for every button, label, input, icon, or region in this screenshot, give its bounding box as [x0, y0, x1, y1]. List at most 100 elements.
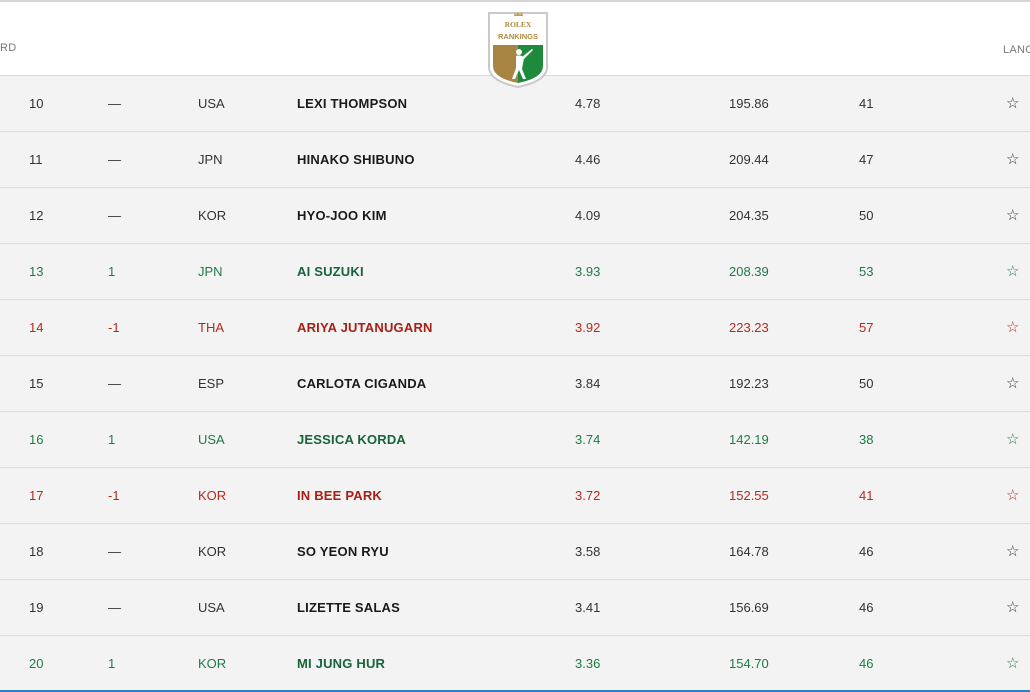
- table-row[interactable]: 20 1 KOR MI JUNG HUR 3.36 154.70 46 ☆: [0, 636, 1030, 692]
- column-header-left: RD: [0, 42, 17, 54]
- movement-cell: —: [108, 152, 121, 167]
- total-points-cell: 152.55: [729, 488, 769, 503]
- total-points-cell: 154.70: [729, 656, 769, 671]
- events-cell: 57: [859, 320, 874, 335]
- average-points-cell: 3.74: [575, 432, 601, 447]
- events-cell: 38: [859, 432, 874, 447]
- star-favorite-icon[interactable]: ☆: [1006, 95, 1020, 112]
- events-cell: 41: [859, 96, 874, 111]
- movement-cell: —: [108, 208, 121, 223]
- total-points-cell: 142.19: [729, 432, 769, 447]
- table-row[interactable]: 12 — KOR HYO-JOO KIM 4.09 204.35 50 ☆: [0, 188, 1030, 244]
- rank-cell: 14: [29, 320, 44, 335]
- events-cell: 53: [859, 264, 874, 279]
- country-cell: KOR: [198, 488, 227, 503]
- events-cell: 50: [859, 208, 874, 223]
- player-name-link[interactable]: MI JUNG HUR: [297, 656, 386, 671]
- table-row[interactable]: 16 1 USA JESSICA KORDA 3.74 142.19 38 ☆: [0, 412, 1030, 468]
- movement-cell: —: [108, 544, 121, 559]
- rank-cell: 18: [29, 544, 44, 559]
- rank-cell: 12: [29, 208, 44, 223]
- total-points-cell: 192.23: [729, 376, 769, 391]
- average-points-cell: 3.93: [575, 264, 601, 279]
- player-name-link[interactable]: LIZETTE SALAS: [297, 600, 400, 615]
- rank-cell: 13: [29, 264, 44, 279]
- player-name-link[interactable]: ARIYA JUTANUGARN: [297, 320, 433, 335]
- total-points-cell: 209.44: [729, 152, 769, 167]
- movement-cell: -1: [108, 320, 120, 335]
- total-points-cell: 208.39: [729, 264, 769, 279]
- events-cell: 46: [859, 656, 874, 671]
- movement-cell: -1: [108, 488, 120, 503]
- player-name-link[interactable]: AI SUZUKI: [297, 264, 364, 279]
- events-cell: 46: [859, 544, 874, 559]
- country-cell: ESP: [198, 376, 225, 391]
- table-row[interactable]: 15 — ESP CARLOTA CIGANDA 3.84 192.23 50 …: [0, 356, 1030, 412]
- average-points-cell: 3.41: [575, 600, 601, 615]
- total-points-cell: 156.69: [729, 600, 769, 615]
- rank-cell: 20: [29, 656, 44, 671]
- table-row[interactable]: 10 — USA LEXI THOMPSON 4.78 195.86 41 ☆: [0, 76, 1030, 132]
- country-cell: JPN: [198, 152, 223, 167]
- table-row[interactable]: 13 1 JPN AI SUZUKI 3.93 208.39 53 ☆: [0, 244, 1030, 300]
- star-favorite-icon[interactable]: ☆: [1006, 207, 1020, 224]
- movement-cell: 1: [108, 432, 116, 447]
- column-header-language[interactable]: LANG: [1003, 44, 1030, 56]
- rank-cell: 17: [29, 488, 44, 503]
- country-cell: KOR: [198, 208, 227, 223]
- average-points-cell: 4.46: [575, 152, 601, 167]
- country-cell: KOR: [198, 656, 227, 671]
- star-favorite-icon[interactable]: ☆: [1006, 151, 1020, 168]
- star-favorite-icon[interactable]: ☆: [1006, 487, 1020, 504]
- events-cell: 47: [859, 152, 874, 167]
- table-row[interactable]: 14 -1 THA ARIYA JUTANUGARN 3.92 223.23 5…: [0, 300, 1030, 356]
- country-cell: USA: [198, 600, 225, 615]
- average-points-cell: 3.58: [575, 544, 601, 559]
- star-favorite-icon[interactable]: ☆: [1006, 319, 1020, 336]
- table-row[interactable]: 18 — KOR SO YEON RYU 3.58 164.78 46 ☆: [0, 524, 1030, 580]
- movement-cell: 1: [108, 264, 116, 279]
- star-favorite-icon[interactable]: ☆: [1006, 543, 1020, 560]
- rank-cell: 19: [29, 600, 44, 615]
- average-points-cell: 3.36: [575, 656, 601, 671]
- country-cell: USA: [198, 96, 225, 111]
- star-favorite-icon[interactable]: ☆: [1006, 375, 1020, 392]
- country-cell: KOR: [198, 544, 227, 559]
- country-cell: JPN: [198, 264, 223, 279]
- player-name-link[interactable]: SO YEON RYU: [297, 544, 389, 559]
- country-cell: THA: [198, 320, 224, 335]
- star-favorite-icon[interactable]: ☆: [1006, 655, 1020, 672]
- average-points-cell: 3.84: [575, 376, 601, 391]
- rolex-rankings-logo[interactable]: ROLEX RANKINGS: [486, 9, 550, 89]
- star-favorite-icon[interactable]: ☆: [1006, 599, 1020, 616]
- events-cell: 41: [859, 488, 874, 503]
- player-name-link[interactable]: JESSICA KORDA: [297, 432, 407, 447]
- table-row[interactable]: 17 -1 KOR IN BEE PARK 3.72 152.55 41 ☆: [0, 468, 1030, 524]
- player-name-link[interactable]: LEXI THOMPSON: [297, 96, 408, 111]
- rank-cell: 11: [29, 152, 43, 167]
- country-cell: USA: [198, 432, 225, 447]
- total-points-cell: 223.23: [729, 320, 769, 335]
- logo-line1: ROLEX: [505, 20, 532, 29]
- logo-line2: RANKINGS: [498, 32, 538, 41]
- average-points-cell: 4.78: [575, 96, 601, 111]
- total-points-cell: 204.35: [729, 208, 769, 223]
- player-name-link[interactable]: CARLOTA CIGANDA: [297, 376, 427, 391]
- movement-cell: —: [108, 96, 121, 111]
- player-name-link[interactable]: IN BEE PARK: [297, 488, 383, 503]
- table-row[interactable]: 11 — JPN HINAKO SHIBUNO 4.46 209.44 47 ☆: [0, 132, 1030, 188]
- total-points-cell: 164.78: [729, 544, 769, 559]
- average-points-cell: 3.92: [575, 320, 601, 335]
- player-name-link[interactable]: HINAKO SHIBUNO: [297, 152, 415, 167]
- player-name-link[interactable]: HYO-JOO KIM: [297, 208, 387, 223]
- golfer-shield-icon: ROLEX RANKINGS: [488, 12, 548, 89]
- average-points-cell: 4.09: [575, 208, 601, 223]
- rank-cell: 16: [29, 432, 44, 447]
- star-favorite-icon[interactable]: ☆: [1006, 263, 1020, 280]
- rank-cell: 15: [29, 376, 44, 391]
- star-favorite-icon[interactable]: ☆: [1006, 431, 1020, 448]
- average-points-cell: 3.72: [575, 488, 601, 503]
- movement-cell: —: [108, 376, 121, 391]
- table-row[interactable]: 19 — USA LIZETTE SALAS 3.41 156.69 46 ☆: [0, 580, 1030, 636]
- rank-cell: 10: [29, 96, 44, 111]
